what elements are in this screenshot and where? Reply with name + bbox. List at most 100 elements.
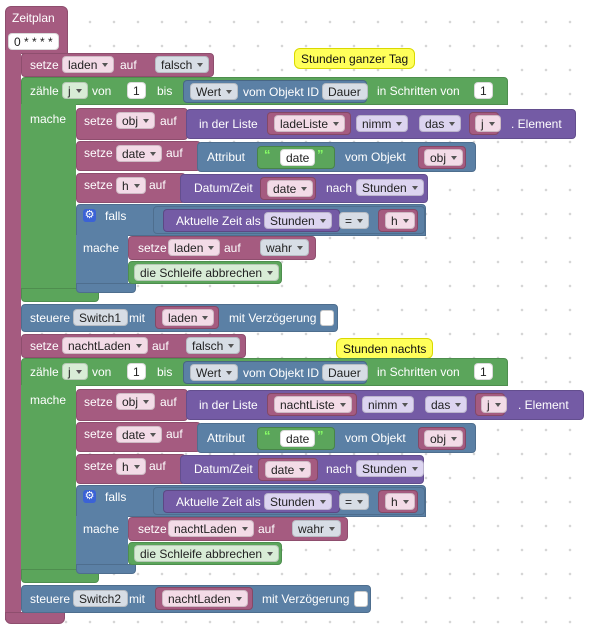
current-time-label: Aktuelle Zeit als [176, 214, 261, 228]
mache-label: mache [83, 241, 120, 255]
if-spine [76, 516, 128, 566]
element-label: . Element [518, 398, 569, 412]
compare-op-dropdown[interactable]: = [339, 212, 370, 229]
obj-var-dropdown[interactable]: obj [116, 112, 156, 129]
switch-field[interactable]: Switch1 [73, 309, 129, 326]
break-dropdown[interactable]: die Schleife abbrechen [134, 264, 280, 281]
if-footer [76, 283, 136, 293]
das-dropdown[interactable]: das [419, 115, 462, 132]
delay-checkbox[interactable] [354, 591, 368, 607]
index-var-dropdown[interactable]: j [481, 396, 507, 413]
nimm-dropdown[interactable]: nimm [356, 115, 409, 132]
wert-dropdown[interactable]: Wert [190, 364, 239, 381]
var-dropdown[interactable]: laden [168, 239, 221, 256]
object-id-field[interactable]: Dauer [322, 364, 368, 381]
mit-label: mit [129, 311, 145, 325]
compare-op-dropdown[interactable]: = [339, 493, 370, 510]
if-footer [76, 564, 136, 574]
delay-label: mit Verzögerung [262, 592, 350, 606]
time-unit-dropdown[interactable]: Stunden [264, 212, 332, 229]
step-field[interactable]: 1 [474, 82, 493, 99]
switch-field[interactable]: Switch2 [73, 590, 129, 607]
datum-zeit-label: Datum/Zeit [194, 462, 253, 476]
quote-close-icon: ” [317, 147, 324, 162]
bis-label: bis [157, 84, 173, 98]
von-label: von [92, 84, 112, 98]
unit-dropdown[interactable]: Stunden [356, 179, 424, 196]
obj-ref-dropdown[interactable]: obj [424, 149, 464, 166]
list-var-dropdown[interactable]: nachtListe [274, 396, 352, 413]
index-var-dropdown[interactable]: j [475, 115, 501, 132]
step-field[interactable]: 1 [474, 363, 493, 380]
comment-note-day[interactable]: Stunden ganzer Tag [294, 48, 416, 69]
comment-note-night[interactable]: Stunden nachts [336, 338, 434, 359]
h-var-dropdown[interactable]: h [116, 177, 146, 194]
date-var-dropdown[interactable]: date [116, 426, 163, 443]
das-dropdown[interactable]: das [425, 396, 468, 413]
obj-ref-dropdown[interactable]: obj [424, 430, 464, 447]
true-dropdown[interactable]: wahr [260, 239, 310, 256]
in-der-liste-label: in der Liste [199, 398, 258, 412]
from-field[interactable]: 1 [127, 82, 146, 99]
setze-label: setze [138, 522, 167, 536]
date-ref-dropdown[interactable]: date [267, 180, 314, 197]
break-dropdown[interactable]: die Schleife abbrechen [134, 545, 280, 562]
mache-label: mache [30, 393, 67, 407]
delay-label: mit Verzögerung [229, 311, 317, 325]
h-ref-dropdown[interactable]: h [385, 493, 415, 510]
var-dropdown[interactable]: nachtLaden [168, 520, 254, 537]
loop-var-dropdown[interactable]: j [62, 363, 88, 380]
falls-label: falls [105, 490, 127, 504]
true-dropdown[interactable]: wahr [292, 520, 342, 537]
cron-field[interactable]: 0 * * * * [8, 33, 59, 50]
object-id-field[interactable]: Dauer [322, 83, 368, 100]
mache-label: mache [83, 522, 120, 536]
nach-label: nach [326, 462, 353, 476]
loop-var-dropdown[interactable]: j [62, 82, 88, 99]
current-time-label: Aktuelle Zeit als [176, 495, 261, 509]
delay-checkbox[interactable] [320, 310, 334, 326]
setze-label: setze [84, 459, 113, 473]
auf-label: auf [120, 58, 137, 72]
attr-text-field[interactable]: date [280, 149, 316, 166]
h-ref-dropdown[interactable]: h [385, 212, 415, 229]
schedule-spine [5, 50, 21, 620]
var-ref-dropdown[interactable]: laden [162, 309, 215, 326]
mit-label: mit [129, 592, 145, 606]
var-ref-dropdown[interactable]: nachtLaden [162, 590, 248, 607]
vom-objekt-label: vom Objekt [345, 150, 406, 164]
from-field[interactable]: 1 [127, 363, 146, 380]
wert-dropdown[interactable]: Wert [190, 83, 239, 100]
time-unit-dropdown[interactable]: Stunden [264, 493, 332, 510]
quote-close-icon: ” [317, 428, 324, 443]
falls-label: falls [105, 209, 127, 223]
setze-label: setze [84, 114, 113, 128]
nach-label: nach [326, 181, 353, 195]
date-var-dropdown[interactable]: date [116, 145, 163, 162]
setze-label: setze [84, 395, 113, 409]
setze-label: setze [84, 146, 113, 160]
element-label: . Element [511, 117, 562, 131]
unit-dropdown[interactable]: Stunden [356, 460, 424, 477]
h-var-dropdown[interactable]: h [116, 458, 146, 475]
gear-icon[interactable]: ⚙ [83, 490, 96, 503]
steuere-label: steuere [30, 311, 71, 325]
date-ref-dropdown[interactable]: date [265, 461, 312, 478]
vom-objekt-id-label: vom Objekt ID [243, 85, 320, 99]
bool-dropdown[interactable]: falsch [155, 56, 210, 73]
list-var-dropdown[interactable]: ladeListe [274, 115, 346, 132]
auf-label: auf [149, 178, 166, 192]
setze-label: setze [84, 427, 113, 441]
zaehle-label: zähle [30, 84, 59, 98]
quote-open-icon: “ [264, 428, 271, 443]
nimm-dropdown[interactable]: nimm [362, 396, 415, 413]
auf-label: auf [258, 522, 275, 536]
obj-var-dropdown[interactable]: obj [116, 393, 156, 410]
var-dropdown[interactable]: nachtLaden [62, 337, 148, 354]
gear-icon[interactable]: ⚙ [83, 209, 96, 222]
bool-dropdown[interactable]: falsch [186, 337, 241, 354]
attr-text-field[interactable]: date [280, 430, 316, 447]
var-dropdown[interactable]: laden [62, 56, 115, 73]
auf-label: auf [149, 459, 166, 473]
vom-objekt-label: vom Objekt [345, 431, 406, 445]
